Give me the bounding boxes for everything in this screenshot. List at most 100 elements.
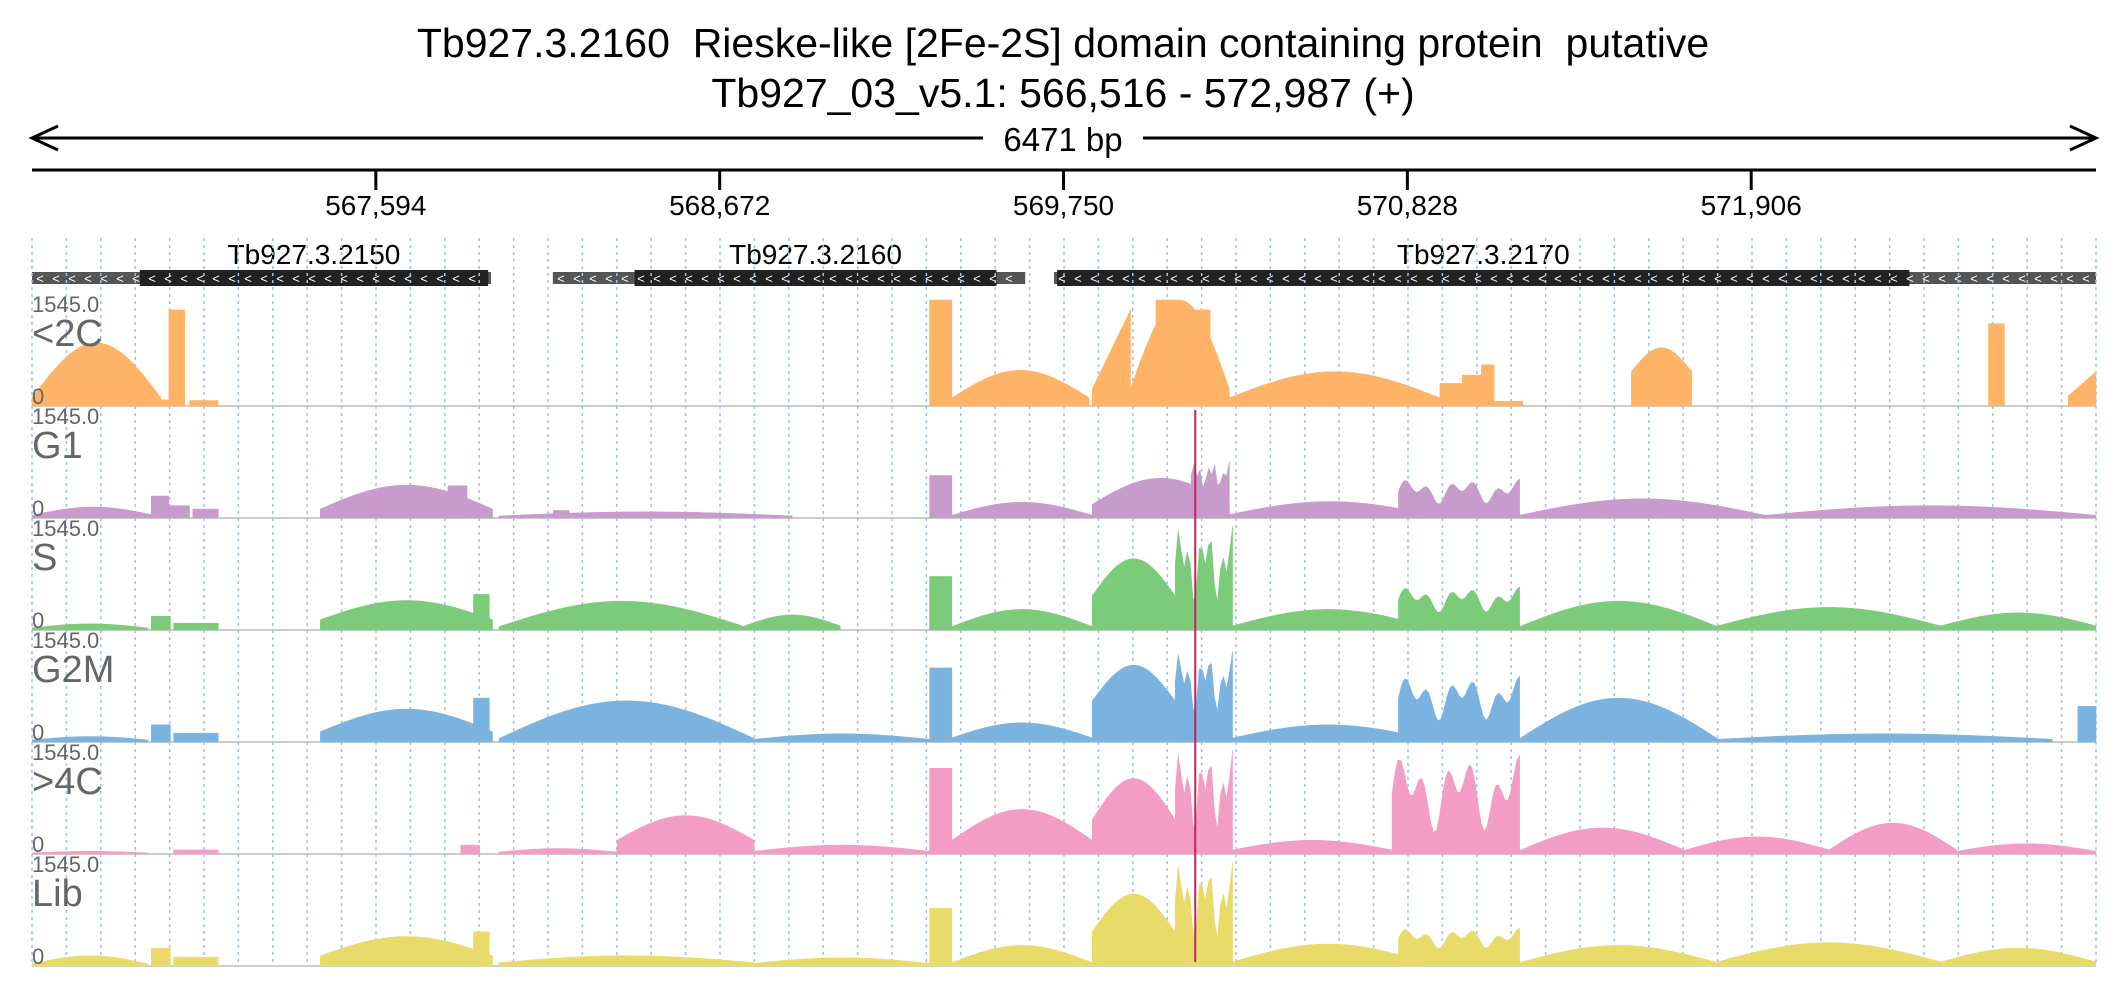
track-ymax-label: 1545.0	[32, 292, 99, 317]
strand-chevron: <	[1698, 271, 1706, 286]
coverage-segment	[31, 342, 162, 407]
coverage-segment	[189, 400, 219, 407]
coverage-segment	[1988, 323, 2005, 407]
strand-chevron: <	[2082, 271, 2090, 286]
strand-chevron: <	[1730, 271, 1738, 286]
strand-chevron: <	[1154, 271, 1162, 286]
coverage-segment	[951, 501, 1093, 519]
strand-chevron: <	[1634, 271, 1642, 286]
strand-chevron: <	[957, 271, 965, 286]
strand-chevron: <	[1186, 271, 1194, 286]
strand-chevron: <	[733, 271, 741, 286]
coverage-segment	[616, 815, 755, 855]
strand-chevron: <	[1442, 271, 1450, 286]
coverage-segment	[1232, 609, 1425, 631]
strand-chevron: <	[1218, 271, 1226, 286]
coverage-segment	[473, 697, 490, 743]
strand-chevron: <	[941, 271, 949, 286]
strand-chevron: <	[404, 271, 412, 286]
coverage-segment	[1174, 750, 1233, 855]
coverage-segment	[473, 594, 490, 631]
coverage-segment	[929, 576, 953, 631]
strand-chevron: <	[1826, 271, 1834, 286]
strand-chevron: <	[1005, 271, 1013, 286]
track-ymin-label: 0	[32, 944, 44, 969]
strand-chevron: <	[1650, 271, 1658, 286]
strand-chevron: <	[861, 271, 869, 286]
strand-chevron: <	[877, 271, 885, 286]
strand-chevron: <	[388, 271, 396, 286]
strand-chevron: <	[244, 271, 252, 286]
strand-chevron: <	[1602, 271, 1610, 286]
coverage-segment	[173, 956, 219, 967]
gene-title: Tb927.3.2160 Rieske-like [2Fe-2S] domain…	[416, 20, 1710, 66]
strand-chevron: <	[1906, 271, 1914, 286]
strand-chevron: <	[2050, 271, 2058, 286]
coverage-segment	[1232, 724, 1425, 743]
tick-label: 568,672	[669, 190, 770, 221]
strand-chevron: <	[84, 271, 92, 286]
strand-chevron: <	[669, 271, 677, 286]
strand-chevron: <	[1314, 271, 1322, 286]
coverage-segment	[951, 370, 1090, 407]
coverage-segment	[320, 708, 493, 743]
coverage-segment	[1685, 836, 1830, 855]
strand-chevron: <	[1554, 271, 1562, 286]
strand-chevron: <	[436, 271, 444, 286]
tick-label: 567,594	[325, 190, 426, 221]
strand-chevron: <	[973, 271, 981, 286]
track-ymin-label: 0	[32, 496, 44, 521]
strand-chevron: <	[1458, 271, 1466, 286]
span-label: 6471 bp	[1003, 121, 1122, 158]
strand-chevron: <	[196, 271, 204, 286]
strand-chevron: <	[372, 271, 380, 286]
coverage-segment	[151, 616, 171, 631]
track-name-label: >4C	[32, 761, 103, 803]
strand-chevron: <	[1522, 271, 1530, 286]
strand-chevron: <	[893, 271, 901, 286]
strand-chevron: <	[1122, 271, 1130, 286]
coverage-segment	[2068, 371, 2097, 407]
strand-chevron: <	[813, 271, 821, 286]
span-label-background	[983, 118, 1143, 158]
strand-chevron: <	[653, 271, 661, 286]
strand-chevron: <	[1842, 271, 1850, 286]
strand-chevron: <	[420, 271, 428, 286]
coverage-segment	[1190, 461, 1230, 519]
strand-chevron: <	[324, 271, 332, 286]
coverage-segment	[160, 399, 170, 407]
strand-chevron: <	[2002, 271, 2010, 286]
track-name-label: <2C	[32, 313, 103, 355]
coverage-segment	[173, 622, 219, 631]
coverage-segment	[498, 511, 793, 519]
coverage-segment	[1174, 651, 1233, 743]
coverage-segment	[2077, 706, 2097, 743]
coverage-segment	[1155, 299, 1179, 407]
strand-chevron: <	[1090, 271, 1098, 286]
strand-chevron: <	[1378, 271, 1386, 286]
strand-chevron: <	[925, 271, 933, 286]
tick-label: 569,750	[1013, 190, 1114, 221]
coverage-segment	[151, 495, 170, 519]
strand-chevron: <	[180, 271, 188, 286]
strand-chevron: <	[260, 271, 268, 286]
coverage-segment	[168, 309, 186, 407]
coverage-segment	[951, 945, 1093, 967]
track-name-label: S	[32, 537, 57, 579]
strand-chevron: <	[164, 271, 172, 286]
strand-chevron: <	[148, 271, 156, 286]
strand-chevron: <	[468, 271, 476, 286]
coverage-segment	[447, 485, 468, 519]
coverage-segment	[1481, 364, 1495, 407]
strand-chevron: <	[340, 271, 348, 286]
coverage-segment	[498, 600, 745, 631]
track-ymax-label: 1545.0	[32, 628, 99, 653]
coverage-segment	[1091, 893, 1176, 967]
coverage-segment	[1398, 478, 1520, 519]
track-ymax-label: 1545.0	[32, 404, 99, 429]
strand-chevron: <	[36, 271, 44, 286]
strand-chevron: <	[452, 271, 460, 286]
coverage-segment	[473, 931, 490, 967]
coverage-segment	[929, 767, 953, 855]
